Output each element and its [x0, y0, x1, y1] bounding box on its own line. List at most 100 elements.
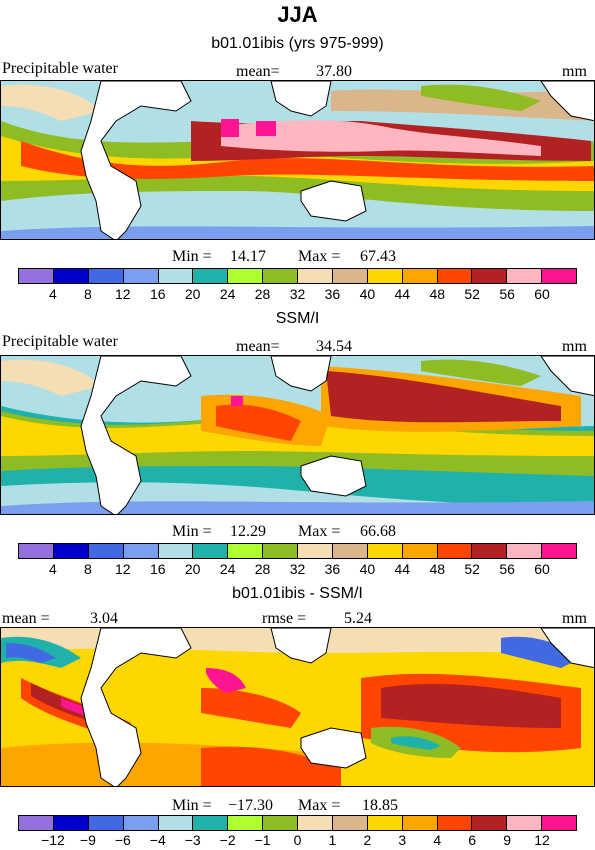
colorbar-tick-label: 24: [219, 286, 236, 302]
colorbar-swatch: [263, 269, 298, 283]
colorbar-tick-label: 44: [394, 561, 411, 577]
colorbar-tick-label: 12: [115, 561, 131, 577]
colorbar-swatch: [507, 544, 543, 558]
colorbar-tick-label: 16: [149, 561, 166, 577]
panel1-units: mm: [562, 63, 587, 80]
panel3-units: mm: [562, 610, 587, 627]
colorbar-swatch: [53, 816, 89, 830]
colorbar-tick-label: 4: [433, 832, 442, 848]
panel1-min-value: 14.17: [230, 248, 266, 265]
panel3-coastlines: [80, 628, 594, 786]
panel1-colorbar: [18, 268, 577, 284]
colorbar-tick-label: 60: [534, 561, 550, 577]
colorbar-tick-label: −3: [184, 832, 201, 848]
colorbar-swatch: [193, 544, 229, 558]
colorbar-swatch: [88, 269, 124, 283]
colorbar-swatch: [53, 544, 89, 558]
panel3-colorbar-ticks: −12 −9 −6 −4 −3 −2 −1 0 1 2 3 4 6 9 12: [18, 832, 577, 850]
panel3-max-label: Max =: [298, 797, 341, 814]
colorbar-swatch: [507, 816, 543, 830]
colorbar-swatch: [402, 544, 438, 558]
colorbar-swatch: [193, 269, 229, 283]
panel3-min-label: Min =: [172, 797, 212, 814]
colorbar-swatch: [472, 544, 508, 558]
panel3-mean-value: 3.04: [90, 610, 118, 627]
panel2-colorbar-ticks: 4 8 12 16 20 24 28 32 36 40 44 48 52 56 60: [18, 561, 577, 579]
panel3-colorbar: [18, 815, 577, 831]
colorbar-swatch: [298, 544, 333, 558]
colorbar-swatch: [193, 816, 229, 830]
panel1-min-label: Min =: [172, 248, 212, 265]
colorbar-tick-label: 0: [293, 832, 302, 848]
colorbar-swatch: [437, 816, 473, 830]
colorbar-swatch: [158, 544, 194, 558]
colorbar-swatch: [88, 544, 124, 558]
colorbar-tick-label: 16: [149, 286, 166, 302]
colorbar-swatch: [472, 816, 508, 830]
panel3-max-value: 18.85: [362, 797, 398, 814]
colorbar-tick-label: 12: [115, 286, 131, 302]
colorbar-tick-label: 12: [534, 832, 550, 848]
panel2-units: mm: [562, 338, 587, 355]
colorbar-tick-label: −9: [79, 832, 96, 848]
colorbar-tick-label: 4: [49, 286, 57, 302]
colorbar-tick-label: 6: [468, 832, 477, 848]
panel2-max-value: 66.68: [360, 523, 396, 540]
colorbar-swatch: [367, 816, 403, 830]
colorbar-swatch: [19, 544, 54, 558]
panel1-mean-label: mean=: [236, 63, 280, 80]
colorbar-swatch: [437, 269, 473, 283]
colorbar-tick-label: 56: [499, 561, 515, 577]
colorbar-swatch: [472, 269, 508, 283]
colorbar-swatch: [402, 816, 438, 830]
colorbar-swatch: [228, 269, 264, 283]
colorbar-tick-label: 32: [289, 286, 306, 302]
panel3-rmse-label: rmse =: [262, 610, 307, 627]
panel1-variable-label: Precipitable water: [2, 60, 118, 77]
colorbar-tick-label: 36: [324, 561, 341, 577]
colorbar-swatch: [158, 269, 194, 283]
panel1-map: [0, 80, 595, 240]
colorbar-swatch: [158, 816, 194, 830]
panel3-mean-label: mean =: [2, 610, 50, 627]
colorbar-tick-label: 20: [184, 286, 201, 302]
panel1-max-value: 67.43: [360, 248, 396, 265]
colorbar-swatch: [123, 816, 159, 830]
panel1-max-label: Max =: [298, 248, 341, 265]
colorbar-tick-label: 60: [534, 286, 550, 302]
colorbar-tick-label: 28: [254, 561, 271, 577]
colorbar-swatch: [298, 816, 333, 830]
colorbar-tick-label: 52: [464, 561, 480, 577]
colorbar-tick-label: 24: [219, 561, 236, 577]
colorbar-tick-label: 8: [83, 286, 92, 302]
colorbar-tick-label: 44: [394, 286, 411, 302]
panel3-rmse-value: 5.24: [344, 610, 372, 627]
colorbar-tick-label: 3: [398, 832, 407, 848]
colorbar-tick-label: 40: [359, 561, 376, 577]
colorbar-tick-label: 1: [328, 832, 337, 848]
colorbar-tick-label: −1: [254, 832, 271, 848]
colorbar-swatch: [263, 544, 298, 558]
panel2-max-label: Max =: [298, 523, 341, 540]
panel2-coastlines: [80, 356, 594, 514]
colorbar-swatch: [507, 269, 543, 283]
colorbar-swatch: [332, 269, 368, 283]
colorbar-tick-label: 48: [429, 561, 446, 577]
panel2-colorbar: [18, 543, 577, 559]
colorbar-swatch: [542, 269, 576, 283]
colorbar-swatch: [332, 816, 368, 830]
colorbar-swatch: [437, 544, 473, 558]
colorbar-tick-label: 2: [363, 832, 372, 848]
panel1-title: b01.01ibis (yrs 975-999): [211, 35, 384, 52]
colorbar-swatch: [542, 816, 576, 830]
panel3-title: b01.01ibis - SSM/I: [232, 585, 363, 602]
colorbar-swatch: [123, 544, 159, 558]
colorbar-swatch: [367, 544, 403, 558]
panel2-map: [0, 355, 595, 515]
colorbar-tick-label: −2: [219, 832, 236, 848]
panel1-colorbar-ticks: 4 8 12 16 20 24 28 32 36 40 44 48 52 56 60: [18, 286, 577, 304]
panel2-title: SSM/I: [275, 310, 320, 327]
colorbar-tick-label: 9: [503, 832, 512, 848]
colorbar-tick-label: −6: [114, 832, 131, 848]
colorbar-tick-label: 56: [499, 286, 515, 302]
